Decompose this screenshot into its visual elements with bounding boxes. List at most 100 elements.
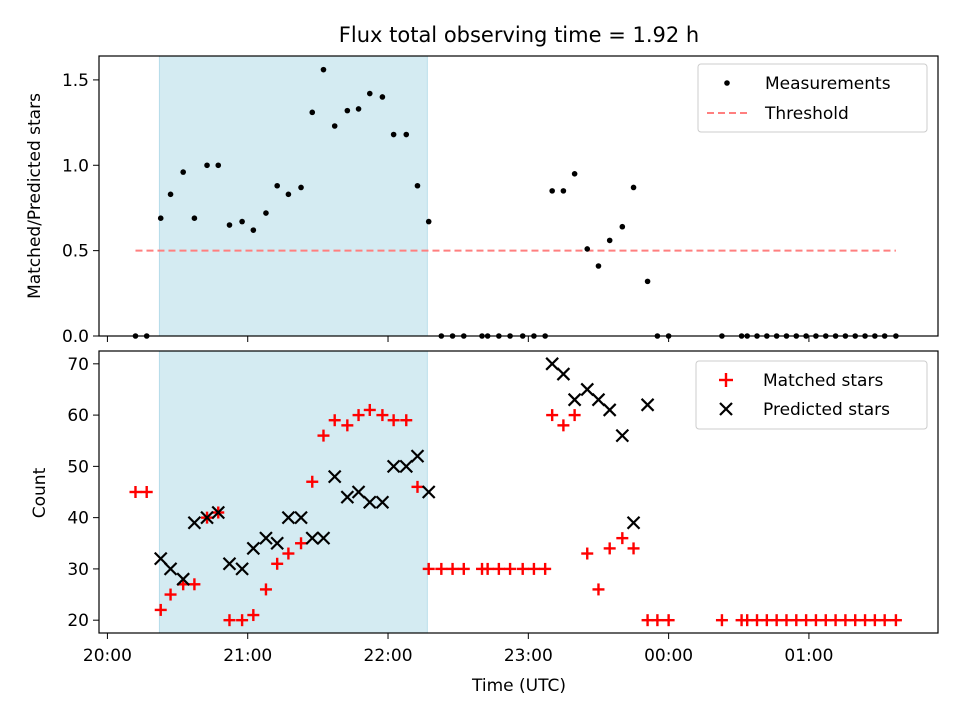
matched-star-point bbox=[140, 486, 153, 498]
matched-star-point bbox=[581, 547, 594, 560]
bottom-y-tick-label: 40 bbox=[67, 509, 89, 529]
matched-star-point bbox=[527, 562, 540, 575]
bottom-y-tick-label: 30 bbox=[67, 560, 89, 580]
x-tick-label: 22:00 bbox=[364, 646, 413, 666]
x-tick-label: 21:00 bbox=[223, 646, 272, 666]
predicted-star-point bbox=[327, 469, 342, 484]
predicted-star-point bbox=[421, 485, 436, 499]
measurement-point bbox=[366, 90, 373, 97]
matched-star-point bbox=[457, 562, 470, 575]
measurement-point bbox=[425, 218, 432, 225]
measurement-point bbox=[549, 188, 555, 194]
matched-star-point bbox=[592, 583, 605, 596]
matched-star-point bbox=[504, 562, 517, 575]
predicted-star-point bbox=[363, 495, 377, 510]
predicted-star-point bbox=[386, 459, 401, 474]
matched-star-point bbox=[376, 409, 389, 422]
measurement-point bbox=[390, 131, 397, 138]
predicted-star-point bbox=[626, 515, 641, 530]
predicted-star-point bbox=[211, 505, 226, 520]
matched-star-point bbox=[306, 475, 319, 488]
bottom-legend: Matched stars Predicted stars bbox=[695, 360, 928, 430]
predicted-star-point bbox=[567, 392, 582, 407]
top-panel: 0.0 0.5 1.0 1.5 Matched/Predicted stars Mea… bbox=[25, 55, 939, 347]
matched-star-point bbox=[164, 588, 177, 601]
legend-predicted-marker bbox=[719, 402, 733, 416]
measurement-point bbox=[606, 237, 613, 244]
measurement-point bbox=[331, 123, 338, 129]
predicted-star-point bbox=[556, 367, 571, 381]
x-tick-label: 20:00 bbox=[83, 646, 132, 666]
predicted-star-point bbox=[640, 398, 655, 412]
matched-star-point bbox=[352, 409, 365, 422]
matched-star-point bbox=[435, 562, 448, 575]
bottom-y-tick-label: 60 bbox=[67, 406, 89, 426]
measurement-point bbox=[180, 169, 186, 175]
top-shaded-interval bbox=[158, 55, 428, 337]
matched-star-point bbox=[539, 562, 552, 575]
top-y-axis: 0.0 0.5 1.0 1.5 bbox=[62, 71, 99, 347]
bottom-shaded-interval bbox=[158, 350, 428, 634]
matched-star-point bbox=[411, 480, 424, 493]
matched-star-point bbox=[616, 532, 629, 545]
matched-star-point bbox=[546, 409, 559, 422]
measurement-point bbox=[191, 215, 198, 221]
matched-star-point bbox=[317, 429, 330, 442]
matched-star-point bbox=[715, 614, 728, 627]
top-y-tick-label: 1.5 bbox=[62, 71, 89, 91]
predicted-star-point bbox=[602, 403, 617, 417]
matched-star-point bbox=[259, 583, 272, 596]
measurement-point bbox=[215, 162, 222, 169]
top-legend-box bbox=[697, 63, 928, 133]
predicted-star-point bbox=[270, 536, 284, 551]
matched-star-point bbox=[603, 542, 616, 555]
matched-star-point bbox=[188, 578, 201, 591]
matched-star-point bbox=[516, 562, 529, 575]
matched-star-point bbox=[446, 562, 459, 575]
matched-star-point bbox=[627, 542, 640, 555]
matched-star-point bbox=[889, 614, 902, 627]
top-y-tick-label: 0.0 bbox=[62, 327, 89, 347]
bottom-panel: 20 30 40 50 60 70 20:00 21:00 22:00 23:00 00:00 01… bbox=[30, 350, 939, 696]
measurement-point bbox=[379, 94, 386, 100]
matched-star-point bbox=[282, 547, 295, 560]
predicted-star-point bbox=[340, 490, 355, 504]
bottom-y-tick-label: 20 bbox=[67, 611, 89, 631]
predicted-star-point bbox=[294, 510, 308, 525]
measurement-point bbox=[285, 191, 292, 198]
legend-predicted-label: Predicted stars bbox=[763, 400, 890, 420]
matched-star-point bbox=[387, 414, 400, 427]
measurement-point bbox=[344, 107, 351, 114]
matched-star-point bbox=[568, 409, 581, 422]
matched-star-point bbox=[662, 614, 675, 627]
measurement-point bbox=[204, 162, 210, 169]
predicted-star-point bbox=[163, 562, 178, 576]
predicted-star-point bbox=[591, 392, 606, 407]
chart-title: Flux total observing time = 1.92 h bbox=[339, 23, 699, 47]
predicted-star-point bbox=[580, 382, 595, 397]
bottom-legend-box bbox=[695, 360, 928, 430]
predicted-star-point bbox=[259, 531, 273, 545]
legend-measurements-label: Measurements bbox=[765, 74, 891, 94]
matched-star-point bbox=[236, 614, 249, 627]
matched-star-point bbox=[295, 537, 308, 550]
predicted-star-point bbox=[545, 357, 559, 371]
predicted-star-point bbox=[153, 551, 168, 566]
predicted-stars-series bbox=[153, 357, 655, 586]
measurement-point bbox=[298, 184, 304, 191]
matched-star-point bbox=[481, 562, 494, 575]
top-y-tick-label: 0.5 bbox=[62, 242, 89, 262]
x-axis-label: Time (UTC) bbox=[471, 676, 566, 696]
measurement-point bbox=[320, 66, 327, 73]
matched-star-point bbox=[154, 603, 167, 616]
top-y-tick-label: 1.0 bbox=[62, 156, 89, 176]
measurement-point bbox=[167, 191, 174, 198]
matched-star-point bbox=[271, 557, 284, 570]
predicted-star-point bbox=[246, 541, 261, 556]
top-legend: Measurements Threshold bbox=[697, 63, 928, 133]
measurement-point bbox=[619, 223, 626, 230]
legend-measurements-marker bbox=[724, 80, 730, 86]
measurement-point bbox=[403, 131, 410, 138]
bottom-plot-frame bbox=[98, 350, 939, 634]
